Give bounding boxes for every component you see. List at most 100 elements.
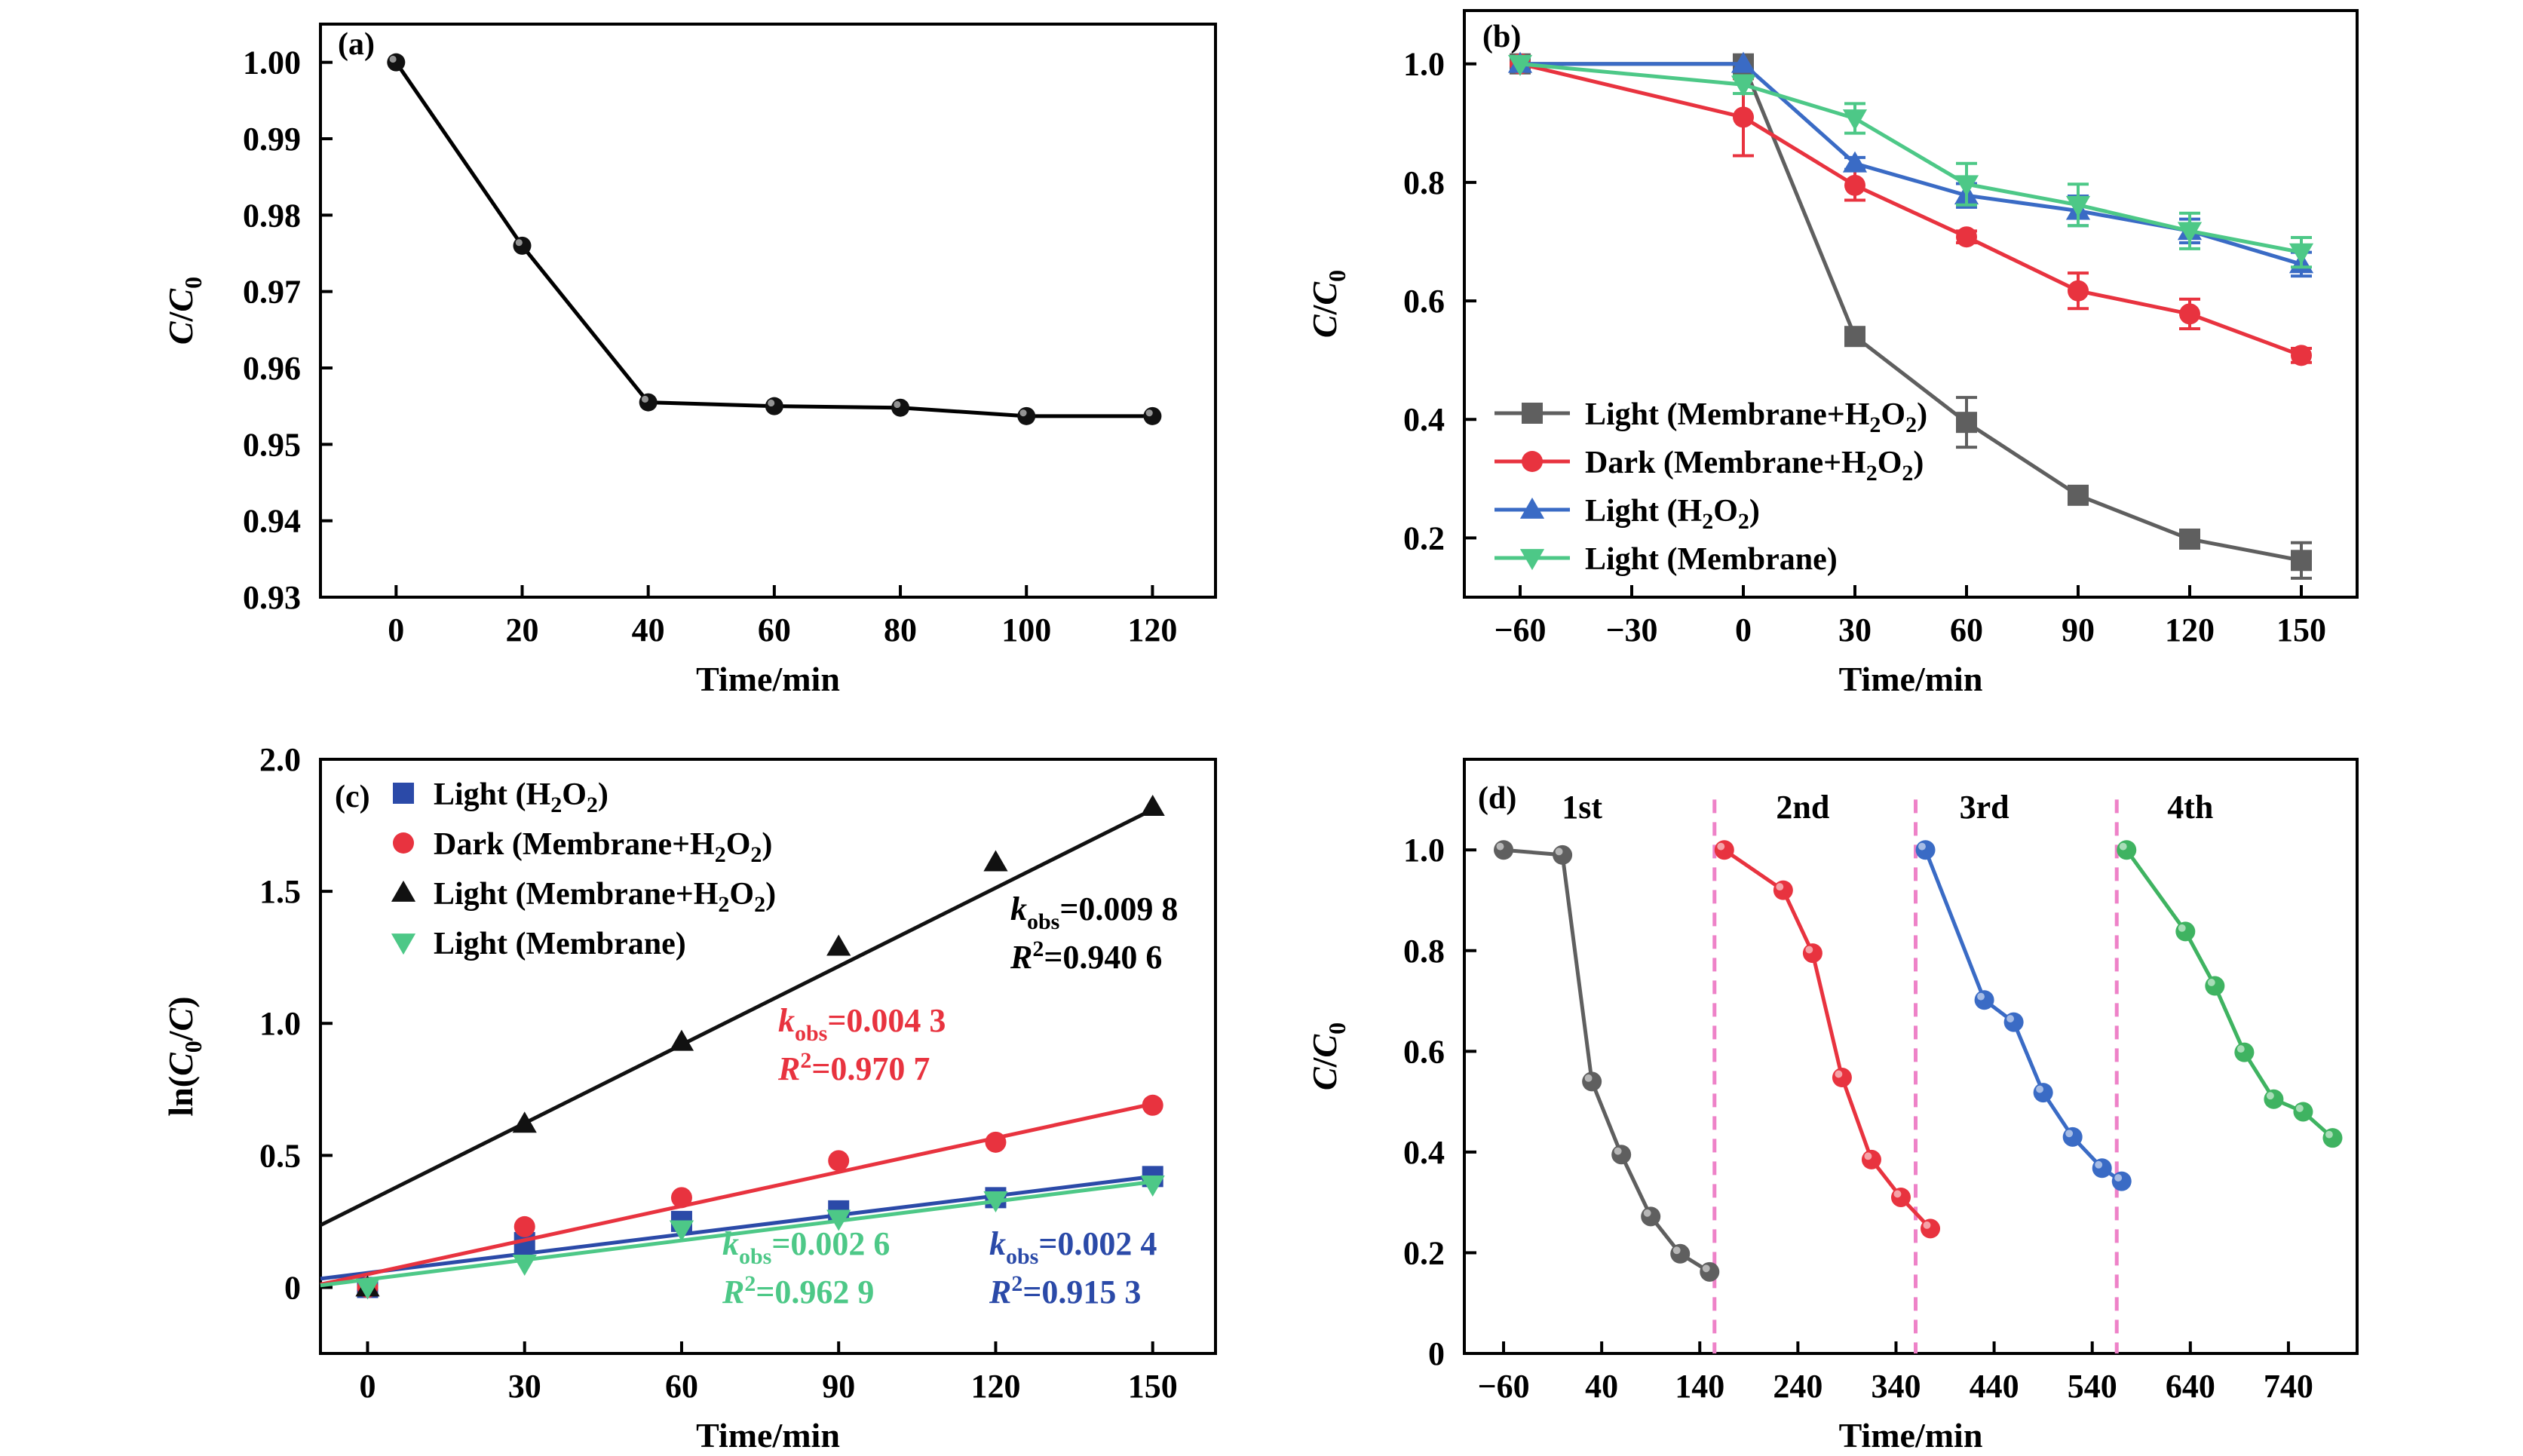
cycle-label: 4th	[2167, 789, 2213, 826]
y-tick-label: 0.97	[243, 274, 301, 311]
y-tick-label: 0.8	[1403, 933, 1445, 970]
x-tick-label: 440	[1970, 1368, 2019, 1405]
x-tick-label: −30	[1605, 612, 1657, 648]
data-point	[1844, 326, 1865, 348]
panel-b: −60 −30 0 30 60 90 120 150 0.2 0.4 0.6 0.8 1.0 Time/m…	[1305, 9, 2359, 698]
data-point	[1915, 840, 1936, 860]
r2-annotation: R2=0.940 6	[1010, 936, 1162, 976]
legend-label: Dark (Membrane+H2O2)	[434, 827, 772, 867]
data-point-highlight	[2207, 979, 2215, 986]
k-obs-annotation: kobs=0.009 8	[1010, 890, 1178, 934]
data-point	[1842, 109, 1868, 131]
legend-marker	[391, 933, 416, 955]
x-tick-label: 100	[1001, 612, 1051, 648]
data-point	[2177, 222, 2203, 244]
data-point	[2288, 243, 2314, 265]
legend-marker	[391, 880, 416, 902]
data-point	[2293, 1102, 2313, 1122]
data-point-highlight	[2266, 1092, 2274, 1100]
data-point	[1700, 1261, 1720, 1282]
data-point-highlight	[894, 400, 901, 409]
y-tick-label: 0.6	[1403, 283, 1445, 320]
data-point	[1773, 880, 1793, 900]
y-tick-label: 0.99	[243, 121, 301, 158]
data-point	[1143, 406, 1162, 425]
data-point	[1140, 1175, 1165, 1197]
data-point	[512, 1255, 537, 1277]
data-point	[1956, 226, 1977, 248]
legend-label: Dark (Membrane+H2O2)	[1585, 446, 1924, 486]
series-line	[1503, 848, 1711, 1274]
data-point	[2092, 1158, 2112, 1179]
data-point	[1582, 1071, 1602, 1092]
y-tick-label: 2.0	[259, 741, 301, 778]
y-axis-title: C/C0	[1305, 270, 1350, 338]
x-tick-label: 60	[1950, 612, 1983, 648]
data-point-highlight	[1776, 883, 1784, 891]
data-point-highlight	[2295, 1104, 2304, 1112]
data-point	[669, 1220, 694, 1242]
y-tick-label: 0.2	[1403, 1234, 1445, 1271]
y-tick-label: 1.00	[243, 44, 301, 81]
data-point-highlight	[1864, 1152, 1872, 1160]
legend-marker	[1522, 403, 1543, 424]
data-point	[2264, 1089, 2284, 1109]
y-tick-label: 1.0	[1403, 832, 1445, 869]
data-point	[2111, 1171, 2132, 1191]
x-tick-label: −60	[1494, 612, 1546, 648]
x-axis-title: Time/min	[696, 1416, 840, 1454]
data-point-highlight	[2065, 1130, 2074, 1138]
data-point	[2322, 1128, 2343, 1148]
y-tick-label: 0.95	[243, 426, 301, 463]
y-tick-label: 0	[284, 1269, 301, 1306]
data-point-highlight	[1643, 1209, 1651, 1217]
x-tick-label: 240	[1773, 1368, 1823, 1405]
cycle-label: 1st	[1562, 789, 1602, 826]
panel-label: (a)	[338, 27, 375, 62]
data-point	[1954, 175, 1979, 197]
data-point	[1714, 840, 1734, 860]
data-point	[512, 1111, 537, 1133]
y-tick-label: 0.93	[243, 579, 301, 616]
data-point	[985, 1131, 1007, 1153]
x-tick-label: 60	[758, 612, 791, 648]
data-point-highlight	[2325, 1130, 2333, 1139]
panel-label: (c)	[335, 780, 370, 814]
x-tick-label: 0	[1735, 612, 1752, 648]
legend-label: Light (Membrane)	[1585, 542, 1838, 577]
data-point	[2179, 528, 2200, 550]
data-point-highlight	[389, 55, 397, 63]
data-point-highlight	[1702, 1264, 1710, 1273]
x-tick-label: 540	[2068, 1368, 2117, 1405]
legend-marker	[393, 783, 414, 804]
legend-label: Light (Membrane)	[434, 927, 686, 961]
x-axis-title: Time/min	[696, 660, 840, 698]
x-axis-title: Time/min	[1839, 660, 1983, 698]
x-tick-label: 30	[508, 1368, 541, 1405]
data-point	[2291, 345, 2312, 366]
y-axis-title: C/C0	[1305, 1022, 1350, 1090]
data-point-highlight	[2036, 1085, 2044, 1093]
x-tick-label: 120	[970, 1368, 1020, 1405]
cycle-series-1	[1494, 840, 1720, 1282]
data-point	[1921, 1218, 1941, 1239]
data-point	[1670, 1243, 1691, 1264]
data-point	[765, 397, 783, 415]
data-point	[2117, 840, 2137, 860]
data-point-highlight	[1019, 409, 1027, 417]
data-point	[828, 1150, 850, 1172]
data-point	[1956, 412, 1977, 434]
data-point	[891, 398, 910, 417]
series-line	[2125, 848, 2334, 1140]
x-tick-label: 120	[2165, 612, 2215, 648]
y-tick-label: 0.96	[243, 350, 301, 387]
data-point	[1142, 1094, 1163, 1116]
data-point-highlight	[2119, 842, 2127, 851]
x-tick-label: 60	[665, 1368, 698, 1405]
data-point	[1611, 1145, 1632, 1165]
fit-line	[319, 808, 1154, 1228]
data-point-highlight	[1893, 1190, 1902, 1198]
data-point-highlight	[768, 399, 775, 407]
k-obs-annotation: kobs=0.004 3	[778, 1002, 946, 1046]
